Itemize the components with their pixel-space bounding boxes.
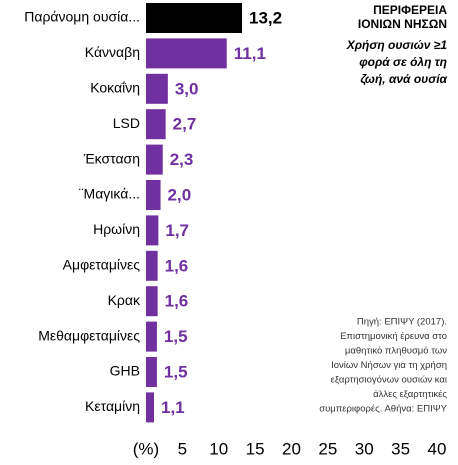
bar	[146, 392, 155, 423]
x-tick-label: 15	[246, 439, 265, 458]
y-tick-label: Μεθαμφεταμίνες	[38, 327, 140, 343]
source-note: Επιστημονική έρευνα στο	[340, 331, 447, 342]
x-tick-label: 20	[282, 439, 301, 458]
source-note: συμπεριφορές. Αθήνα: ΕΠΙΨΥ	[319, 404, 447, 415]
value-label: 2,7	[173, 115, 197, 134]
annotation-subtitle: ζωή, ανά ουσία	[360, 72, 447, 86]
y-tick-label: Έκσταση	[83, 150, 140, 166]
x-tick-label: 25	[318, 439, 337, 458]
annotation-title: ΙΟΝΙΩΝ ΝΗΣΩΝ	[358, 17, 447, 31]
bar	[146, 180, 161, 210]
y-tick-label: Κρακ	[108, 292, 141, 308]
x-tick-label: 5	[178, 439, 187, 458]
source-note: μαθητικό πληθυσμό των	[345, 346, 447, 357]
source-note: εξαρτησιογόνων ουσιών και	[331, 375, 447, 386]
y-tick-label: Αμφεταμίνες	[63, 257, 141, 273]
value-label: 13,2	[249, 8, 282, 27]
y-tick-label: Κοκαΐνη	[90, 80, 140, 96]
value-label: 1,5	[164, 362, 188, 381]
x-tick-label: 40	[428, 439, 447, 458]
x-tick-label: 10	[209, 439, 228, 458]
y-tick-label: Παράνομη ουσία...	[24, 9, 140, 25]
value-label: 1,7	[165, 221, 189, 240]
source-note: άλλες εξαρτητικές	[373, 389, 447, 400]
value-label: 2,3	[170, 150, 194, 169]
x-tick-label: 30	[355, 439, 374, 458]
y-tick-label: Ηρωίνη	[93, 221, 140, 237]
annotation-subtitle: φορά σε όλη τη	[359, 55, 447, 69]
y-tick-label: ¨Μαγικά...	[79, 186, 140, 202]
annotation-title: ΠΕΡΙΦΕΡΕΙΑ	[373, 3, 447, 17]
bar	[146, 215, 159, 246]
y-tick-label: Κάνναβη	[85, 44, 140, 60]
bar	[146, 357, 157, 387]
y-tick-label: Κεταμίνη	[85, 398, 140, 414]
source-note: Πηγή: ΕΠΙΨΥ (2017).	[357, 317, 447, 328]
bar	[146, 3, 243, 33]
y-tick-label: GHB	[110, 363, 140, 379]
annotation-subtitle: Χρήση ουσιών ≥1	[346, 38, 448, 52]
value-label: 3,0	[175, 79, 199, 98]
value-label: 1,6	[165, 292, 189, 311]
bar	[146, 109, 166, 140]
bar	[146, 250, 158, 281]
value-label: 1,1	[161, 398, 185, 417]
value-label: 1,5	[164, 327, 188, 346]
value-label: 11,1	[234, 44, 266, 63]
x-tick-label: 35	[391, 439, 410, 458]
bar	[146, 321, 157, 352]
source-note: Ιονίων Νήσων για τη χρήση	[331, 360, 447, 371]
y-tick-label: LSD	[113, 115, 140, 131]
bar	[146, 144, 163, 175]
bar	[146, 38, 227, 69]
value-label: 1,6	[165, 256, 189, 275]
value-label: 2,0	[168, 185, 192, 204]
bar	[146, 286, 158, 317]
x-tick-label: (%)	[133, 439, 159, 458]
bar	[146, 73, 168, 104]
